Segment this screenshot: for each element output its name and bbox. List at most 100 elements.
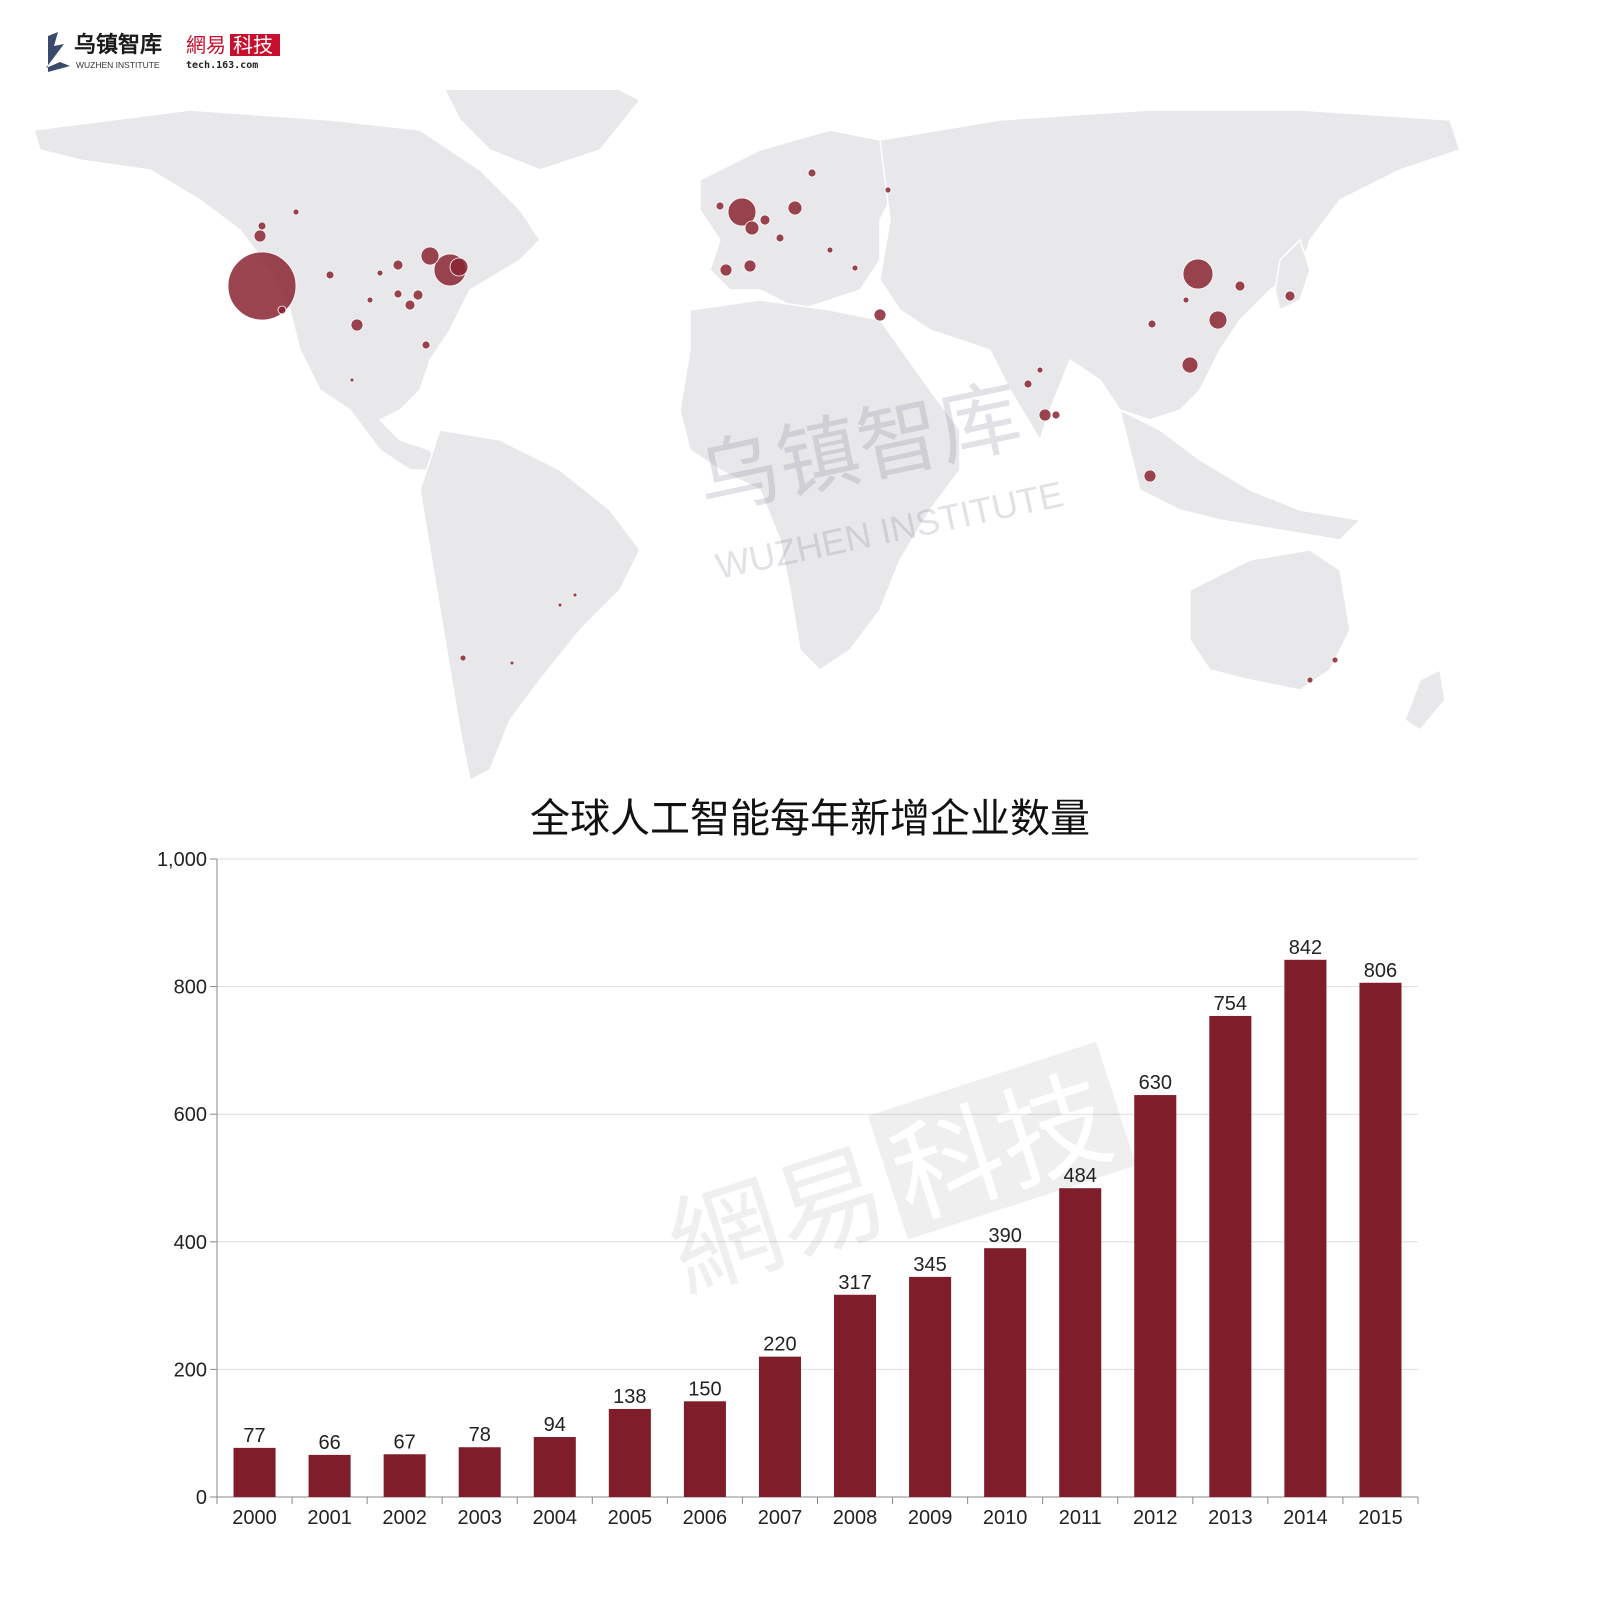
x-tick-label: 2009 [908,1507,953,1529]
map-bubble [420,246,440,266]
wuzhen-logo-en: WUZHEN INSTITUTE [76,60,160,70]
bar-value-label: 345 [913,1254,946,1276]
y-tick-label: 1,000 [157,849,207,871]
japan [1274,238,1311,312]
x-tick-label: 2013 [1208,1507,1253,1529]
y-tick-label: 0 [196,1487,207,1509]
map-bubble [572,592,578,598]
netease-logo-box [230,34,280,56]
bar-value-label: 150 [688,1378,721,1400]
map-bubble [1182,296,1190,304]
map-bubble [743,259,757,273]
netease-logo-cn-b: 科技 [233,33,273,57]
bar [683,1401,726,1497]
land-masses [33,90,1461,782]
map-bubble [851,264,859,272]
map-bubble [1181,356,1199,374]
x-tick-label: 2008 [833,1507,878,1529]
map-bubble [349,377,355,383]
x-tick-label: 2010 [983,1507,1028,1529]
map-bubble [1208,310,1228,330]
x-tick-label: 2003 [457,1507,502,1529]
map-bubble [449,257,469,277]
x-tick-label: 2015 [1358,1507,1403,1529]
southeast-asia [1118,408,1362,541]
map-bubble [1036,366,1044,374]
x-tick-label: 2005 [608,1507,653,1529]
x-tick-label: 2012 [1133,1507,1178,1529]
map-bubble [1143,469,1157,483]
map-bubble [1234,280,1246,292]
y-tick-label: 600 [174,1104,207,1126]
bar [458,1447,501,1497]
map-bubble [421,340,431,350]
map-bubble [350,318,364,332]
map-bubble [1023,379,1033,389]
bar-value-label: 317 [838,1272,871,1294]
map-bubble [719,263,733,277]
bar-value-label: 806 [1364,960,1397,982]
bar [608,1408,651,1497]
map-bubble [787,200,803,216]
map-bubble [715,201,725,211]
map-bubble [376,269,384,277]
bar-value-label: 67 [394,1431,416,1453]
bar [383,1454,426,1497]
bar [1059,1188,1102,1497]
map-bubble [744,220,760,236]
bar-value-label: 77 [243,1425,265,1447]
greenland [444,90,642,171]
x-tick-label: 2014 [1283,1507,1328,1529]
bar [984,1248,1027,1497]
bar-value-label: 484 [1064,1165,1097,1187]
map-bubble [826,246,834,254]
y-tick-label: 800 [174,977,207,999]
x-tick-label: 2000 [232,1507,277,1529]
map-bubble [292,208,300,216]
bar-value-label: 754 [1214,993,1247,1015]
bar-value-label: 842 [1289,937,1322,959]
bar [834,1294,877,1497]
wuzhen-logo: 乌镇智库 WUZHEN INSTITUTE [46,32,162,72]
bar-value-label: 630 [1139,1072,1172,1094]
bar-value-label: 94 [544,1414,566,1436]
map-bubble [509,660,515,666]
netease-tech-logo: 網易 科技 tech.163.com [186,33,280,71]
bar [909,1276,952,1497]
map-bubble [227,251,297,321]
asia [879,109,1461,442]
map-bubble [257,221,267,231]
europe [699,129,901,311]
world-map: 乌镇智库 WUZHEN INSTITUTE [33,90,1461,782]
chart-title: 全球人工智能每年新增企业数量 [530,796,1090,842]
logo-area: 乌镇智库 WUZHEN INSTITUTE 網易 科技 tech.163.com [46,32,280,72]
map-bubble [557,602,563,608]
map-bubble [392,259,404,271]
x-tick-label: 2001 [307,1507,352,1529]
bar-value-label: 78 [469,1424,491,1446]
wuzhen-logo-mark-icon [46,32,70,72]
bar [1134,1095,1177,1497]
map-bubble [277,305,287,315]
map-bubble [366,296,374,304]
y-tick-label: 200 [174,1359,207,1381]
map-bubble [775,233,785,243]
bar-value-label: 390 [988,1225,1021,1247]
map-bubble [253,229,267,243]
x-axis: 2000 2001 2002 2003 2004 2005 2006 2007 2008 2009… [216,1497,1419,1529]
map-bubble [1284,290,1296,302]
bar-value-label: 66 [318,1432,340,1454]
map-bubble [1331,656,1339,664]
map-bubble [1306,676,1314,684]
map-bubble [807,168,817,178]
map-bubble [1182,258,1214,290]
netease-logo-cn-a: 網易 [186,33,226,57]
x-tick-label: 2011 [1059,1507,1102,1529]
map-bubble [459,654,467,662]
map-bubble [884,186,892,194]
y-tick-label: 400 [174,1232,207,1254]
map-bubble [759,214,771,226]
x-tick-label: 2007 [758,1507,803,1529]
bar-value-label: 138 [613,1386,646,1408]
